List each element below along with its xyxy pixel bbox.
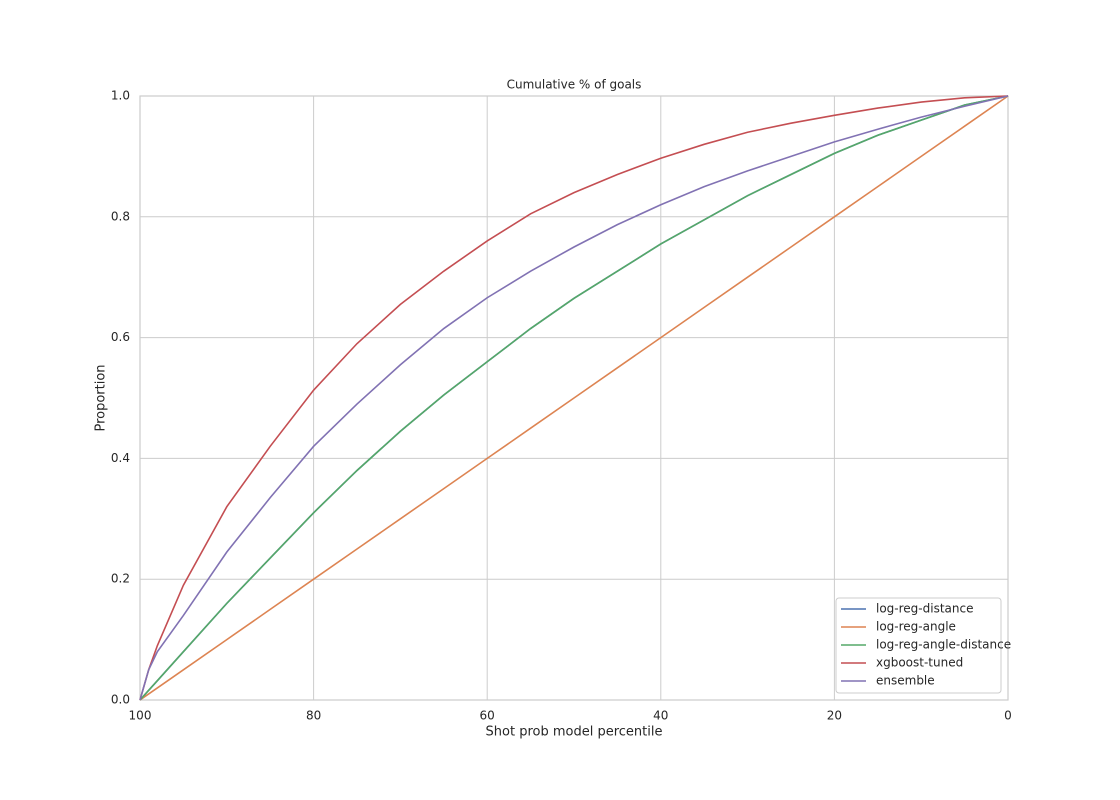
line-series (139, 95, 1009, 701)
legend: log-reg-distance log-reg-angle log-reg-ang… (835, 597, 1011, 694)
legend-label: log-reg-angle-distance (876, 638, 1011, 652)
chart-title: Cumulative % of goals (507, 78, 642, 92)
legend-label: ensemble (876, 674, 935, 688)
line-series (139, 95, 1009, 701)
legend-box (835, 597, 1002, 694)
x-tick-label: 0 (1004, 709, 1012, 723)
y-tick-label: 1.0 (111, 89, 130, 103)
plot-frame (139, 95, 1009, 701)
x-tick-label: 100 (129, 709, 152, 723)
x-tick-label: 80 (306, 709, 321, 723)
line-series (139, 95, 1009, 701)
x-tick-label: 20 (827, 709, 842, 723)
legend-label: log-reg-distance (876, 602, 973, 616)
y-tick-label: 0.4 (111, 451, 130, 465)
y-tick-label: 0.2 (111, 572, 130, 586)
line-series (139, 95, 1009, 701)
legend-label: log-reg-angle (876, 620, 956, 634)
y-tick-label: 0.8 (111, 209, 130, 223)
y-tick-label: 0.6 (111, 330, 130, 344)
x-tick-label: 60 (480, 709, 495, 723)
y-axis-label: Proportion (94, 364, 109, 431)
y-tick-label: 0.0 (111, 693, 130, 707)
legend-label: xgboost-tuned (876, 656, 963, 670)
x-axis-label: Shot prob model percentile (486, 725, 663, 740)
x-tick-label: 40 (653, 709, 668, 723)
